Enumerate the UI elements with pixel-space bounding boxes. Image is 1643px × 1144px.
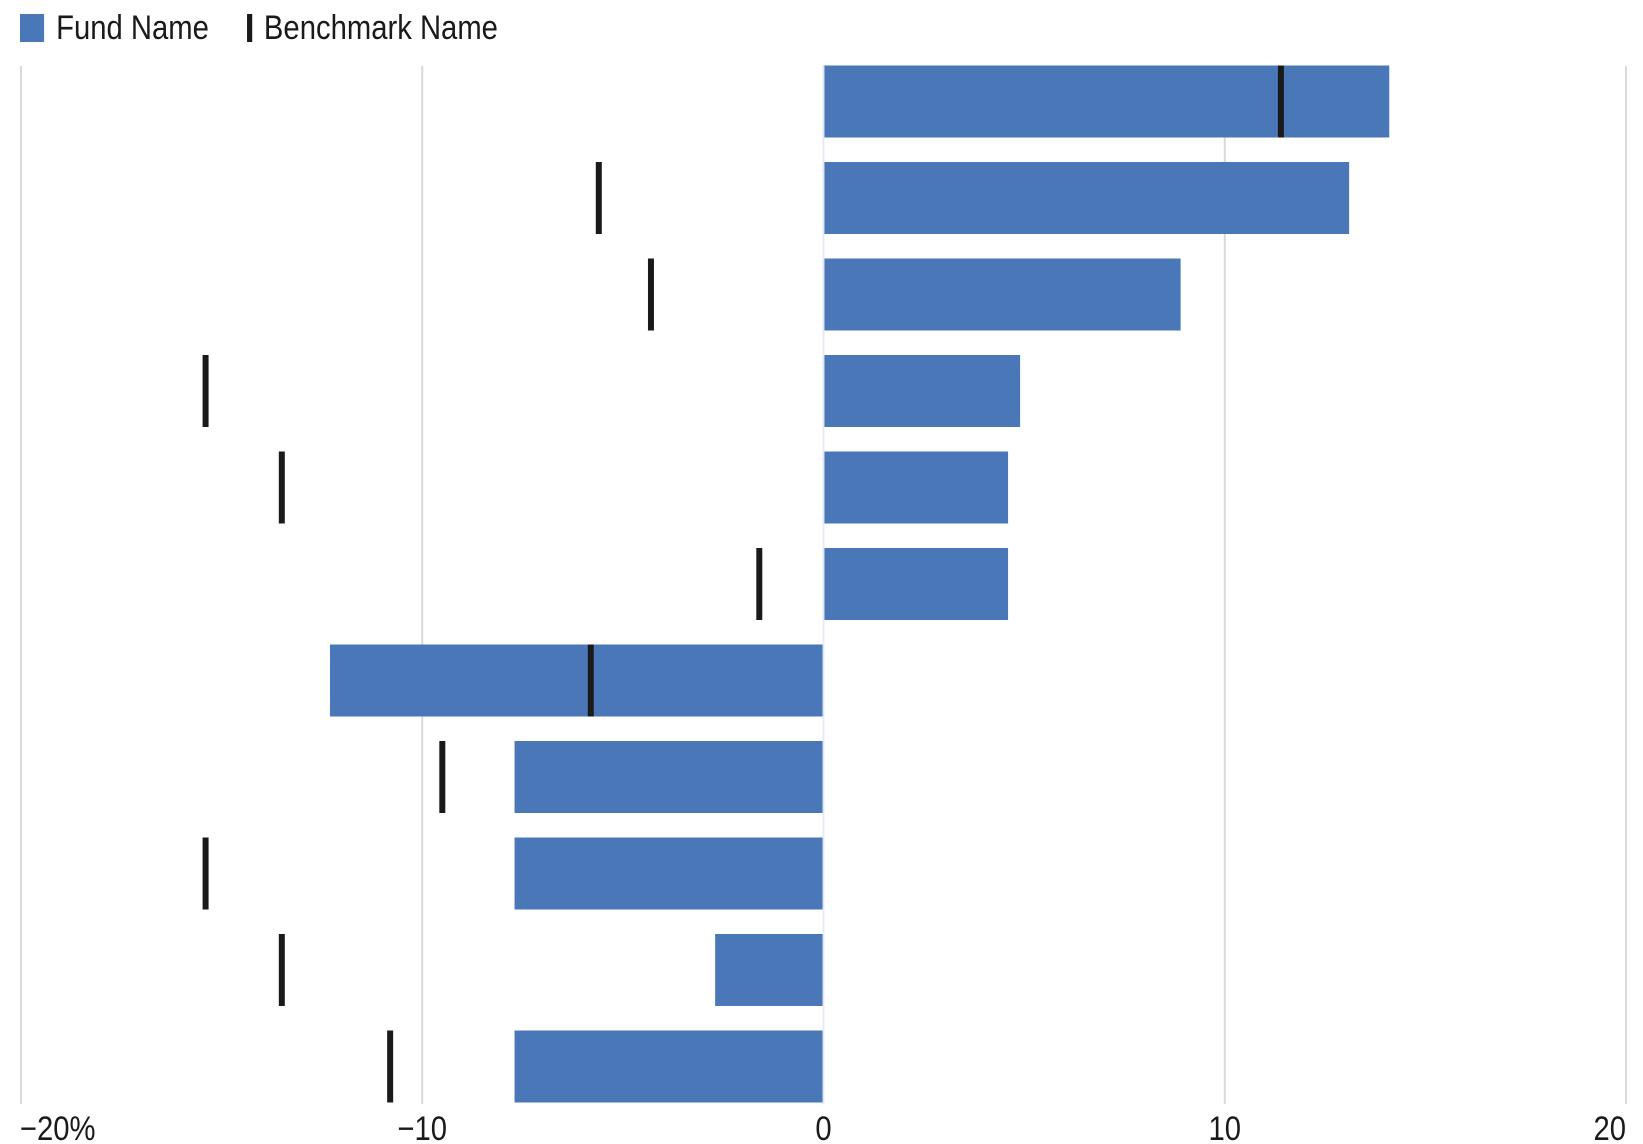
fund-bar: [823, 355, 1021, 427]
x-tick-label: −20%: [20, 1109, 96, 1144]
legend: Fund Name Benchmark Name: [20, 8, 536, 48]
legend-benchmark-label: Benchmark Name: [263, 8, 498, 47]
x-tick-label: 20: [1593, 1109, 1626, 1144]
fund-bar: [514, 837, 824, 910]
legend-item-benchmark: Benchmark Name: [246, 8, 498, 48]
fund-bar: [514, 1030, 824, 1103]
fund-swatch: [20, 14, 45, 42]
fund-bar: [823, 451, 1009, 524]
legend-item-fund: Fund Name: [20, 9, 209, 48]
fund-bar: [823, 548, 1009, 620]
legend-fund-label: Fund Name: [56, 8, 209, 47]
fund-bar: [715, 934, 824, 1006]
fund-bar: [823, 162, 1350, 234]
x-axis-tick-labels: −20% −10 0 10 20: [20, 1109, 1626, 1144]
fund-bar: [823, 258, 1181, 331]
fund-bar: [823, 65, 1390, 138]
fund-bars: [329, 65, 1390, 1103]
x-tick-label: −10: [397, 1109, 447, 1144]
fund-bar: [514, 741, 824, 813]
x-tick-label: 10: [1208, 1109, 1241, 1144]
fund-bar: [329, 644, 824, 717]
benchmark-markers: [202, 65, 1284, 1103]
x-tick-label: 0: [815, 1109, 831, 1144]
benchmark-swatch: [246, 14, 252, 42]
